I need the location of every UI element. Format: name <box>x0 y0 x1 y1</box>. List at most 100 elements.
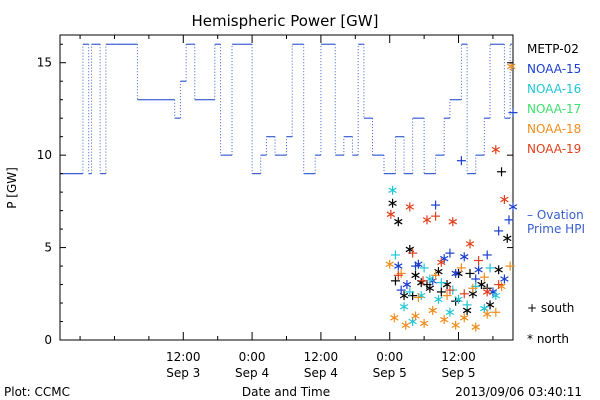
x-tick-time: 12:00 <box>304 350 339 364</box>
footer-timestamp: 2013/09/06 03:40:11 <box>455 385 582 399</box>
south-point <box>445 248 455 258</box>
south-point <box>504 215 514 225</box>
star-arm <box>388 200 397 206</box>
north-point <box>491 145 500 155</box>
star-arm <box>474 266 483 273</box>
star-arm <box>494 266 503 273</box>
star-arm <box>500 196 509 203</box>
x-tick-time: 0:00 <box>239 350 266 364</box>
x-tick-date: Sep 3 <box>166 366 200 380</box>
legend-noaa-18: NOAA-18 <box>527 122 581 136</box>
north-point <box>401 320 410 330</box>
x-axis-label: Date and Time <box>242 385 330 399</box>
star-arm <box>471 324 480 330</box>
south-point <box>456 263 466 273</box>
north-point <box>394 261 403 271</box>
star-arm <box>477 281 486 288</box>
north-point <box>385 259 394 269</box>
north-point <box>485 300 495 310</box>
north-point <box>448 217 457 227</box>
south-point <box>459 289 469 299</box>
south-point <box>436 287 446 297</box>
star-arm <box>491 292 500 299</box>
plot-frame <box>59 34 514 341</box>
north-point <box>494 265 503 275</box>
south-point <box>456 156 466 166</box>
legend-noaa-16: NOAA-16 <box>527 82 581 96</box>
north-point <box>417 278 426 288</box>
north-point <box>465 239 475 249</box>
ovation-legend-line2: Prime HPI <box>527 222 585 236</box>
star-arm <box>507 63 516 70</box>
star-arm <box>454 296 463 303</box>
north-point <box>399 302 409 312</box>
star-arm <box>482 311 492 317</box>
north-point <box>451 320 460 330</box>
north-point <box>405 202 414 212</box>
star-arm <box>394 263 403 269</box>
north-point <box>460 313 469 323</box>
north-point <box>411 311 420 321</box>
south-point <box>431 200 441 210</box>
star-arm <box>482 289 492 295</box>
star-arm <box>500 276 509 282</box>
north-point <box>503 233 512 243</box>
star-arm <box>462 307 472 314</box>
south-point <box>436 278 446 288</box>
star-arm <box>485 302 495 308</box>
plot-area <box>59 34 514 341</box>
star-arm <box>439 316 449 323</box>
south-point <box>494 280 504 290</box>
south-point <box>465 268 475 278</box>
north-point <box>394 217 403 227</box>
x-tick-time: 0:00 <box>376 350 403 364</box>
south-point <box>413 292 423 302</box>
scatter-points <box>385 61 518 332</box>
north-point <box>451 268 460 278</box>
star-arm <box>468 291 478 297</box>
star-arm <box>451 270 460 277</box>
star-arm <box>390 315 399 321</box>
south-point <box>405 287 415 297</box>
south-point <box>390 250 400 260</box>
x-tick-time: 12:00 <box>166 350 201 364</box>
north-point <box>402 280 412 290</box>
north-point <box>471 322 480 332</box>
north-point <box>445 307 455 317</box>
star-arm <box>448 218 457 225</box>
south-point <box>431 270 441 280</box>
north-point <box>419 318 429 328</box>
legend-noaa-19: NOAA-19 <box>527 142 581 156</box>
y-tick-label: 5 <box>44 241 52 255</box>
south-point <box>485 263 495 273</box>
x-tick-date: Sep 4 <box>235 366 269 380</box>
y-tick-label: 15 <box>37 56 52 70</box>
star-arm <box>460 254 469 260</box>
north-point <box>390 313 399 323</box>
chart-title: Hemispheric Power [GW] <box>192 12 379 30</box>
north-symbol-legend: * north <box>527 332 569 346</box>
star-arm <box>451 322 460 328</box>
star-arm <box>508 204 518 210</box>
north-point <box>388 198 397 208</box>
star-arm <box>386 211 396 218</box>
legend-noaa-15: NOAA-15 <box>527 62 581 76</box>
star-arm <box>491 146 500 153</box>
star-arm <box>401 322 410 328</box>
star-arm <box>428 307 437 314</box>
north-point <box>411 270 420 280</box>
south-point <box>474 256 484 266</box>
north-point <box>388 185 397 195</box>
south-symbol-legend: + south <box>527 301 574 315</box>
ovation-series <box>61 43 512 175</box>
north-point <box>422 215 432 225</box>
legend-noaa-17: NOAA-17 <box>527 102 581 116</box>
x-tick-date: Sep 4 <box>304 366 338 380</box>
north-point <box>482 287 492 297</box>
star-arm <box>405 204 414 210</box>
star-arm <box>445 309 455 316</box>
south-point <box>442 291 452 301</box>
x-tick-time: 12:00 <box>441 350 476 364</box>
star-arm <box>460 315 469 321</box>
